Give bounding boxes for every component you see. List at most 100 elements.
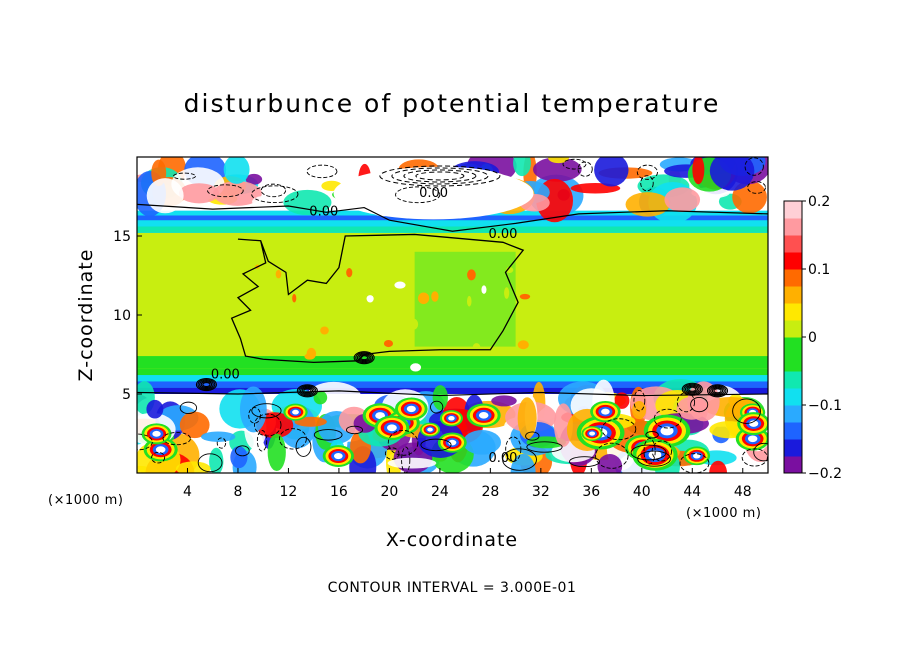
band-strip <box>137 368 768 376</box>
eddy-ring <box>747 435 758 443</box>
band-strip <box>137 220 768 227</box>
contour-ring <box>744 157 764 176</box>
contour-clump <box>301 387 314 395</box>
contour-clump <box>686 385 699 393</box>
contour-ring <box>430 400 444 414</box>
turb-blob-lower <box>597 454 623 473</box>
y-tick-label: 5 <box>122 387 131 403</box>
contour-ring <box>636 164 658 180</box>
turb-blob-upper <box>709 157 755 191</box>
colorbar-tick-label: 0.1 <box>808 262 830 278</box>
turb-blob-lower <box>175 461 211 473</box>
turb-blob-upper <box>625 192 670 217</box>
mid-speck <box>408 318 419 330</box>
contour-ring <box>420 438 452 452</box>
contour-ring <box>640 175 654 192</box>
colorbar-swatch <box>784 235 802 253</box>
contour-label: 0.00 <box>211 367 240 382</box>
mid-speck <box>519 293 531 300</box>
contour-clump <box>681 382 703 396</box>
x-unit-right: (×1000 m) <box>686 506 761 521</box>
contour-ring <box>601 418 637 441</box>
contour-clump <box>200 380 213 389</box>
colorbar-swatch <box>784 388 802 406</box>
negative-contour <box>391 167 489 185</box>
contour-ring <box>313 429 343 441</box>
x-axis-ticks: 4 8 12 16 20 24 28 32 36 40 44 48 <box>183 468 752 500</box>
turb-blob-lower <box>432 385 448 411</box>
contour-ring <box>295 436 312 457</box>
contour-ring <box>260 183 287 198</box>
contour-ring <box>630 444 667 461</box>
contour-clump <box>688 386 697 392</box>
turb-blob-lower <box>313 390 328 405</box>
colorbar-tick-label: −0.2 <box>808 466 842 482</box>
contour-ring <box>197 453 223 473</box>
contour-clump <box>684 384 700 394</box>
contour-ring <box>384 447 400 460</box>
contour-ring <box>643 438 656 465</box>
turb-blob-lower <box>230 446 248 469</box>
contour-ring <box>235 445 250 457</box>
colorbar-swatch <box>784 201 802 219</box>
x-unit-left: (×1000 m) <box>48 493 123 508</box>
contour-clump <box>356 353 372 363</box>
contour-ring <box>278 428 307 450</box>
contour-ring <box>595 442 629 469</box>
colorbar-swatch <box>784 422 802 440</box>
contour-ring <box>248 407 261 424</box>
contour-interval-footer: CONTOUR INTERVAL = 3.000E-01 <box>328 580 577 596</box>
eddy-ring <box>448 439 457 446</box>
turb-blob-lower <box>179 411 210 439</box>
mid-speck <box>410 363 422 372</box>
colorbar-swatch <box>784 269 802 287</box>
contour-label: 0.00 <box>309 205 338 220</box>
eddy-ring <box>660 426 674 436</box>
x-tick-label: 32 <box>532 484 550 500</box>
band-strip <box>137 356 768 369</box>
turb-blob-lower <box>239 386 267 433</box>
contour-clump <box>300 386 315 396</box>
contour-ring <box>526 441 563 453</box>
contour-ring <box>569 456 600 468</box>
contour-ring <box>137 433 153 451</box>
mid-speck <box>292 294 297 303</box>
x-tick-label: 16 <box>330 484 348 500</box>
mid-speck <box>303 268 315 274</box>
eddy-ring <box>387 424 397 432</box>
colorbar-swatch <box>784 286 802 304</box>
contour-clump <box>708 385 727 397</box>
turb-blob-upper <box>533 157 582 182</box>
contour-ring <box>502 448 537 471</box>
eddy-ring <box>292 409 299 415</box>
colorbar-tick-label: 0.2 <box>808 194 830 210</box>
colorbar-tick-label: −0.1 <box>808 398 842 414</box>
x-tick-label: 48 <box>734 484 752 500</box>
turb-blob-upper <box>513 157 531 177</box>
colorbar-swatch <box>784 320 802 338</box>
eddy-ring <box>375 412 386 419</box>
zero-contour-middle <box>230 233 525 364</box>
contour-label: 0.00 <box>489 451 518 466</box>
x-tick-label: 8 <box>233 484 242 500</box>
colorbar-swatch <box>784 337 802 355</box>
contour-clump <box>711 387 724 395</box>
turb-blob-upper <box>223 157 250 184</box>
mid-speck <box>320 326 329 335</box>
contour-ring <box>645 431 659 439</box>
contour-ring <box>306 164 338 179</box>
eddy-ring <box>152 430 161 437</box>
x-tick-label: 12 <box>280 484 298 500</box>
mid-speck <box>284 306 295 314</box>
contour-clump <box>358 354 370 362</box>
mid-speck <box>376 312 384 320</box>
colorbar-tick-label: 0 <box>808 330 817 346</box>
contour-ring <box>256 429 268 452</box>
x-tick-label: 28 <box>481 484 499 500</box>
mid-speck <box>467 269 476 281</box>
x-tick-label: 44 <box>683 484 701 500</box>
turb-blob-upper <box>664 187 701 213</box>
colorbar-ticks: 0.2 0.1 0 −0.1 −0.2 <box>802 194 842 482</box>
contour-ring <box>633 390 646 412</box>
